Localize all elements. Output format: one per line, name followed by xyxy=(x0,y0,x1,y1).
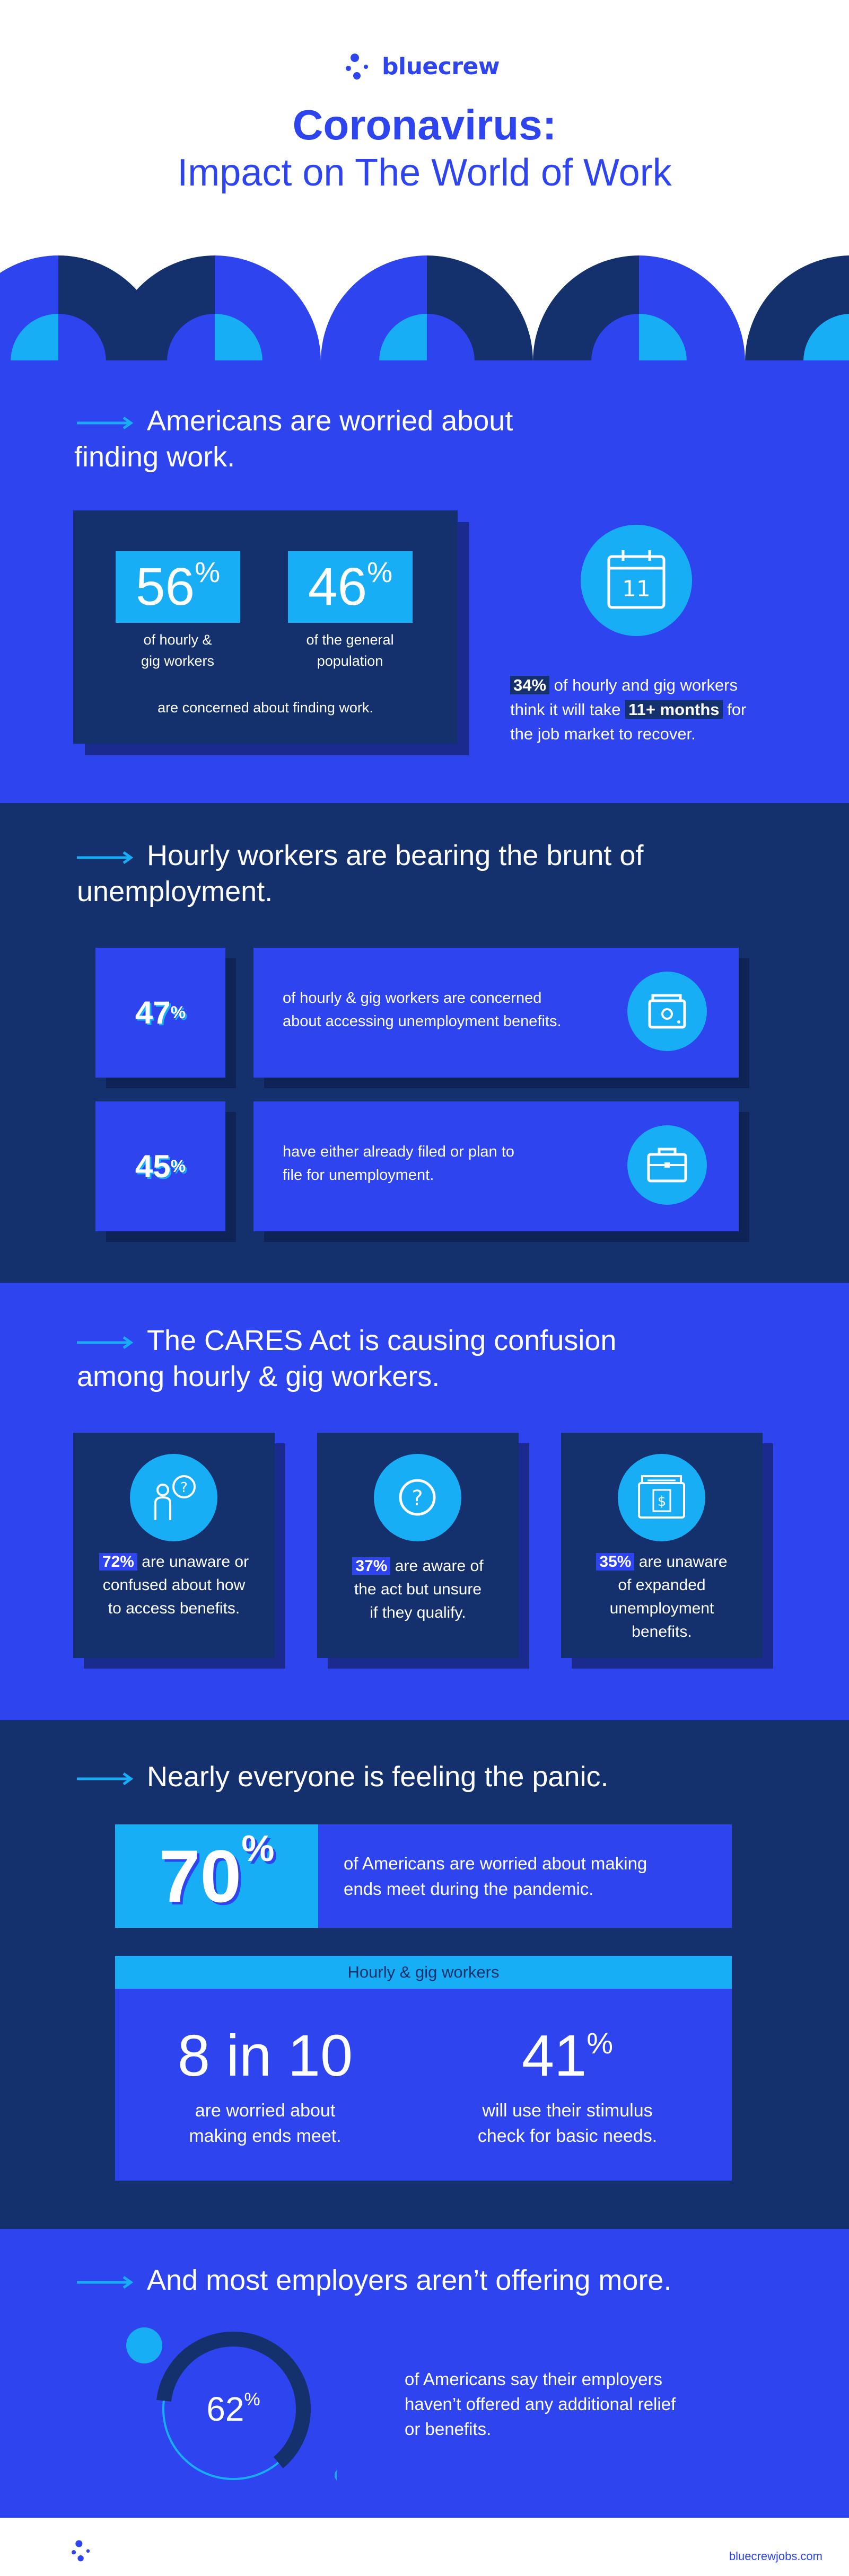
bluecrew-footer-icon[interactable] xyxy=(72,2539,95,2562)
stat-general-pop: 46% xyxy=(288,551,413,623)
briefcase-circle xyxy=(627,1125,707,1205)
calendar-circle: 11 xyxy=(581,525,692,636)
ring-value: 62% xyxy=(206,2389,260,2428)
section-employers xyxy=(0,2229,849,2518)
section4-heading: Nearly everyone is feeling the panic. xyxy=(77,1759,609,1795)
page-subtitle: Impact on The World of Work xyxy=(177,152,672,194)
row2-desc: have either already filed or plan to file… xyxy=(253,1101,739,1231)
stat-8in10: 8 in 10 xyxy=(177,2023,353,2088)
cash-register-icon: $ xyxy=(638,1475,685,1519)
section5-heading: And most employers aren’t offering more. xyxy=(77,2262,671,2298)
section2-heading: Hourly workers are bearing the brunt of … xyxy=(77,840,644,907)
finding-work-card xyxy=(73,510,458,744)
recovery-text: 34% of hourly and gig workers think it w… xyxy=(510,676,747,743)
footer-url-link[interactable]: bluecrewjobs.com xyxy=(729,2549,822,2563)
arrow-right-icon xyxy=(77,1336,134,1349)
question-circle: ? xyxy=(374,1454,461,1541)
cares-card-benefits: ? 72% are unaware or confused about how to… xyxy=(73,1433,275,1658)
stat-45: 45% xyxy=(95,1101,225,1231)
decor-dot-small xyxy=(335,2470,337,2481)
cares-card-qualify: ? 37% are aware of the act but unsure if t… xyxy=(317,1433,519,1658)
brand-name: bluecrew xyxy=(382,52,500,80)
svg-text:?: ? xyxy=(412,1486,423,1511)
arrow-right-icon xyxy=(77,2275,134,2289)
cares-card-expanded: $ 35% are unaware of expanded unemployment… xyxy=(561,1433,763,1658)
bluecrew-logo-icon xyxy=(346,54,368,80)
stat-41: 41% xyxy=(521,2023,614,2088)
relief-ring-chart xyxy=(126,2327,337,2481)
header: bluecrew Coronavirus: Impact on The Worl… xyxy=(0,0,849,249)
stat-8in10-label: are worried about making ends meet. xyxy=(189,2101,342,2146)
svg-text:?: ? xyxy=(180,1480,188,1496)
arrow-right-icon xyxy=(77,851,134,864)
calendar-icon: 11 xyxy=(607,550,666,609)
section1-heading: Americans are worried about finding work… xyxy=(74,405,513,473)
person-question-icon: ? xyxy=(154,1475,196,1520)
card-footer-text: are concerned about finding work. xyxy=(157,700,373,716)
stat2-label: of the general population xyxy=(306,632,394,669)
cash-register-circle: $ xyxy=(618,1454,705,1541)
decor-dot-large xyxy=(126,2327,162,2363)
person-question-circle: ? xyxy=(130,1454,217,1541)
svg-text:$: $ xyxy=(658,1494,667,1510)
section3-heading: The CARES Act is causing confusion among… xyxy=(77,1325,617,1392)
hourly-gig-stats xyxy=(115,1989,732,2181)
briefcase-icon xyxy=(647,1148,687,1183)
wallet-circle xyxy=(627,972,707,1051)
stat-70: 70% xyxy=(115,1824,318,1928)
wallet-icon xyxy=(648,994,686,1029)
stat-41-label: will use their stimulus check for basic n… xyxy=(477,2101,658,2146)
footer: bluecrewjobs.com xyxy=(0,2518,849,2576)
arrow-right-icon xyxy=(77,416,134,429)
question-icon: ? xyxy=(399,1479,436,1516)
ring-progress-arc xyxy=(156,2332,311,2468)
stat-47: 47% xyxy=(95,948,225,1078)
employers-text: of Americans say their employers haven’t … xyxy=(405,2369,676,2439)
calendar-day: 11 xyxy=(622,576,650,602)
hourly-gig-subhead: Hourly & gig workers xyxy=(115,1956,732,1989)
stat-70-desc: of Americans are worried about making end… xyxy=(318,1824,732,1928)
stat1-label: of hourly & gig workers xyxy=(141,632,215,669)
stat-hourly-gig: 56% xyxy=(116,551,240,623)
decorative-arches xyxy=(0,249,849,361)
arrow-right-icon xyxy=(77,1772,134,1785)
row1-desc: of hourly & gig workers are concerned abo… xyxy=(253,948,739,1078)
brand-logo[interactable]: bluecrew xyxy=(346,50,500,82)
page-title: Coronavirus: xyxy=(292,101,557,148)
